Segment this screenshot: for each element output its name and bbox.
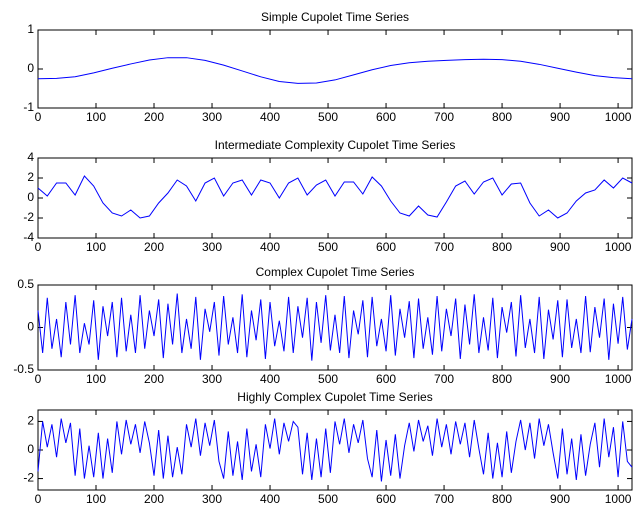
x-tick-label: 0 — [35, 492, 42, 506]
series-line — [37, 418, 633, 482]
axes-frame — [37, 157, 633, 239]
x-tick-label: 100 — [86, 110, 106, 124]
x-tick-label: 200 — [144, 372, 164, 386]
y-tick-label: 0 — [27, 61, 34, 75]
x-tick-label: 0 — [35, 372, 42, 386]
x-tick-label: 800 — [492, 372, 512, 386]
y-tick-label: -0.5 — [13, 362, 34, 376]
axes-frame — [37, 29, 633, 109]
x-tick-label: 100 — [86, 240, 106, 254]
x-tick-label: 0 — [35, 110, 42, 124]
y-tick-label: -1 — [23, 100, 34, 114]
x-tick-label: 600 — [376, 240, 396, 254]
x-tick-label: 700 — [434, 372, 454, 386]
x-tick-label: 800 — [492, 110, 512, 124]
series-line — [37, 57, 633, 84]
x-tick-label: 700 — [434, 492, 454, 506]
series-line — [37, 293, 633, 361]
y-tick-label: -2 — [23, 210, 34, 224]
x-tick-label: 900 — [550, 110, 570, 124]
x-tick-label: 200 — [144, 492, 164, 506]
y-tick-label: 0 — [27, 190, 34, 204]
chart-title: Complex Cupolet Time Series — [256, 265, 415, 279]
x-tick-label: 300 — [202, 492, 222, 506]
x-tick-label: 1000 — [605, 110, 632, 124]
x-tick-label: 300 — [202, 372, 222, 386]
x-tick-label: 1000 — [605, 492, 632, 506]
x-tick-label: 1000 — [605, 372, 632, 386]
y-tick-label: 1 — [27, 22, 34, 36]
y-tick-label: 0.5 — [17, 277, 34, 291]
x-tick-label: 900 — [550, 492, 570, 506]
x-tick-label: 700 — [434, 240, 454, 254]
y-tick-label: 4 — [27, 150, 34, 164]
y-tick-label: 2 — [27, 414, 34, 428]
y-tick-label: -4 — [23, 230, 34, 244]
x-tick-label: 900 — [550, 372, 570, 386]
x-tick-label: 300 — [202, 240, 222, 254]
x-tick-label: 200 — [144, 240, 164, 254]
x-tick-label: 400 — [260, 110, 280, 124]
axes-frame — [37, 284, 633, 371]
y-tick-label: -2 — [23, 471, 34, 485]
chart-title: Simple Cupolet Time Series — [261, 10, 409, 24]
x-tick-label: 500 — [318, 110, 338, 124]
x-tick-label: 500 — [318, 240, 338, 254]
x-tick-label: 400 — [260, 372, 280, 386]
x-tick-label: 400 — [260, 492, 280, 506]
x-tick-label: 800 — [492, 240, 512, 254]
x-tick-label: 700 — [434, 110, 454, 124]
x-tick-label: 500 — [318, 492, 338, 506]
x-tick-label: 300 — [202, 110, 222, 124]
y-tick-label: 0 — [27, 320, 34, 334]
x-tick-label: 600 — [376, 492, 396, 506]
y-tick-label: 2 — [27, 170, 34, 184]
x-tick-label: 100 — [86, 372, 106, 386]
x-tick-label: 600 — [376, 110, 396, 124]
chart-title: Intermediate Complexity Cupolet Time Ser… — [215, 138, 456, 152]
x-tick-label: 600 — [376, 372, 396, 386]
x-tick-label: 1000 — [605, 240, 632, 254]
x-tick-label: 100 — [86, 492, 106, 506]
x-tick-label: 0 — [35, 240, 42, 254]
x-tick-label: 500 — [318, 372, 338, 386]
series-line — [37, 175, 633, 219]
x-tick-label: 400 — [260, 240, 280, 254]
x-tick-label: 800 — [492, 492, 512, 506]
x-tick-label: 200 — [144, 110, 164, 124]
y-tick-label: 0 — [27, 442, 34, 456]
chart-title: Highly Complex Cupolet Time Series — [237, 390, 432, 404]
x-tick-label: 900 — [550, 240, 570, 254]
